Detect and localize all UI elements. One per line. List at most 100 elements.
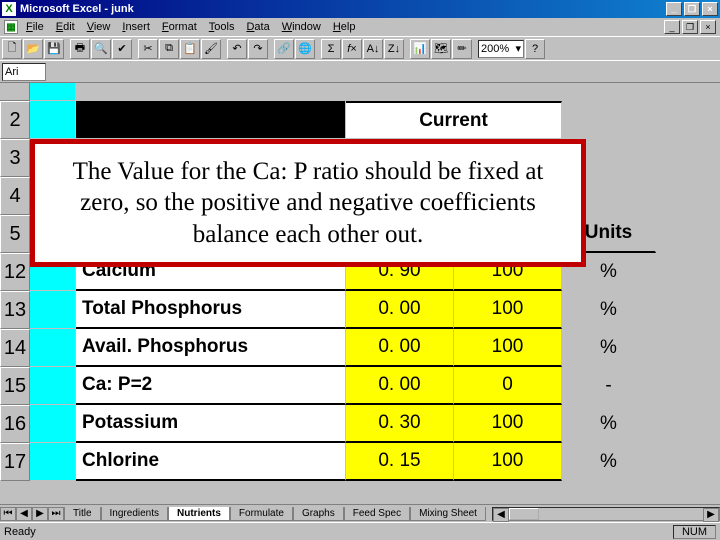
cell[interactable] [562, 101, 656, 139]
autosum-icon[interactable]: Σ [321, 39, 341, 59]
sheet-tab[interactable]: Ingredients [101, 507, 168, 521]
col-header[interactable] [76, 83, 346, 101]
preview-icon[interactable]: 🔍 [91, 39, 111, 59]
copy-icon[interactable]: ⧉ [159, 39, 179, 59]
row-header[interactable]: 3 [0, 139, 30, 177]
max-value[interactable]: 0 [454, 367, 562, 405]
save-icon[interactable]: 💾 [44, 39, 64, 59]
menu-edit[interactable]: Edit [50, 20, 81, 34]
status-bar: Ready NUM [0, 522, 720, 540]
spellcheck-icon[interactable]: ✔ [112, 39, 132, 59]
select-all-corner[interactable] [0, 83, 30, 101]
col-header[interactable] [30, 83, 76, 101]
sheet-tab[interactable]: Mixing Sheet [410, 507, 486, 521]
min-value[interactable]: 0. 00 [346, 291, 454, 329]
row-header[interactable]: 14 [0, 329, 30, 367]
menu-file[interactable]: File [20, 20, 50, 34]
max-value[interactable]: 100 [454, 443, 562, 481]
units-value[interactable]: % [562, 405, 656, 443]
row-header[interactable]: 5 [0, 215, 30, 253]
undo-icon[interactable]: ↶ [227, 39, 247, 59]
tab-nav-next-icon[interactable]: ▶ [32, 507, 48, 521]
menu-window[interactable]: Window [276, 20, 327, 34]
row-header[interactable]: 16 [0, 405, 30, 443]
help-icon[interactable]: ? [525, 39, 545, 59]
cell[interactable] [30, 329, 76, 367]
tab-nav-last-icon[interactable]: ⏭ [48, 507, 64, 521]
minimize-button[interactable]: _ [666, 2, 682, 16]
hyperlink-icon[interactable]: 🔗 [274, 39, 294, 59]
cell[interactable] [30, 405, 76, 443]
mdi-minimize-button[interactable]: _ [664, 20, 680, 34]
menu-tools[interactable]: Tools [203, 20, 241, 34]
web-toolbar-icon[interactable]: 🌐 [295, 39, 315, 59]
open-icon[interactable]: 📂 [23, 39, 43, 59]
paste-icon[interactable]: 📋 [180, 39, 200, 59]
cell[interactable] [30, 367, 76, 405]
status-numlock: NUM [673, 525, 716, 539]
nutrient-name[interactable]: Total Phosphorus [76, 291, 346, 329]
units-value[interactable]: % [562, 443, 656, 481]
menu-data[interactable]: Data [240, 20, 275, 34]
min-value[interactable]: 0. 00 [346, 367, 454, 405]
tab-nav-prev-icon[interactable]: ◀ [16, 507, 32, 521]
sort-asc-icon[interactable]: A↓ [363, 39, 383, 59]
menu-format[interactable]: Format [156, 20, 203, 34]
max-value[interactable]: 100 [454, 291, 562, 329]
close-button[interactable]: × [702, 2, 718, 16]
col-header[interactable] [562, 83, 656, 101]
format-painter-icon[interactable]: 🖌 [201, 39, 221, 59]
min-value[interactable]: 0. 30 [346, 405, 454, 443]
nutrient-name[interactable]: Chlorine [76, 443, 346, 481]
redo-icon[interactable]: ↷ [248, 39, 268, 59]
units-value[interactable]: % [562, 291, 656, 329]
new-icon[interactable]: 🗋 [2, 39, 22, 59]
maximize-button[interactable]: ❐ [684, 2, 700, 16]
nutrient-name[interactable]: Ca: P=2 [76, 367, 346, 405]
max-value[interactable]: 100 [454, 329, 562, 367]
row-header[interactable]: 15 [0, 367, 30, 405]
col-header[interactable] [454, 83, 562, 101]
drawing-icon[interactable]: ✏ [452, 39, 472, 59]
max-value[interactable]: 100 [454, 405, 562, 443]
cut-icon[interactable]: ✂ [138, 39, 158, 59]
row-header[interactable]: 12 [0, 253, 30, 291]
sheet-tab[interactable]: Formulate [230, 507, 293, 521]
font-name-box[interactable]: Ari [2, 63, 46, 81]
chart-wizard-icon[interactable]: 📊 [410, 39, 430, 59]
cell[interactable] [76, 101, 346, 139]
menu-help[interactable]: Help [327, 20, 362, 34]
mdi-restore-button[interactable]: ❐ [682, 20, 698, 34]
row-header[interactable]: 2 [0, 101, 30, 139]
row-header[interactable]: 4 [0, 177, 30, 215]
workbook-icon[interactable]: ▦ [4, 20, 18, 34]
cell[interactable] [30, 291, 76, 329]
min-value[interactable]: 0. 15 [346, 443, 454, 481]
sheet-tab[interactable]: Nutrients [168, 507, 230, 521]
min-value[interactable]: 0. 00 [346, 329, 454, 367]
zoom-box[interactable]: 200%▾ [478, 40, 524, 58]
nutrient-name[interactable]: Potassium [76, 405, 346, 443]
cell[interactable] [30, 443, 76, 481]
cell[interactable] [30, 101, 76, 139]
sort-desc-icon[interactable]: Z↓ [384, 39, 404, 59]
menu-insert[interactable]: Insert [116, 20, 156, 34]
tab-nav-first-icon[interactable]: ⏮ [0, 507, 16, 521]
sheet-tab[interactable]: Feed Spec [344, 507, 410, 521]
row-header[interactable]: 17 [0, 443, 30, 481]
print-icon[interactable]: 🖶 [70, 39, 90, 59]
spec-header-line1[interactable]: Current [346, 101, 562, 139]
sheet-tab[interactable]: Graphs [293, 507, 344, 521]
nutrient-name[interactable]: Avail. Phosphorus [76, 329, 346, 367]
menu-view[interactable]: View [81, 20, 117, 34]
function-icon[interactable]: f× [342, 39, 362, 59]
units-value[interactable]: % [562, 329, 656, 367]
sheet-tab[interactable]: Title [64, 507, 101, 521]
map-icon[interactable]: 🗺 [431, 39, 451, 59]
mdi-close-button[interactable]: × [700, 20, 716, 34]
row-header[interactable]: 13 [0, 291, 30, 329]
scroll-thumb[interactable] [509, 508, 539, 520]
col-header[interactable] [346, 83, 454, 101]
units-value[interactable]: - [562, 367, 656, 405]
horizontal-scrollbar[interactable]: ◀ ▶ [492, 507, 720, 521]
